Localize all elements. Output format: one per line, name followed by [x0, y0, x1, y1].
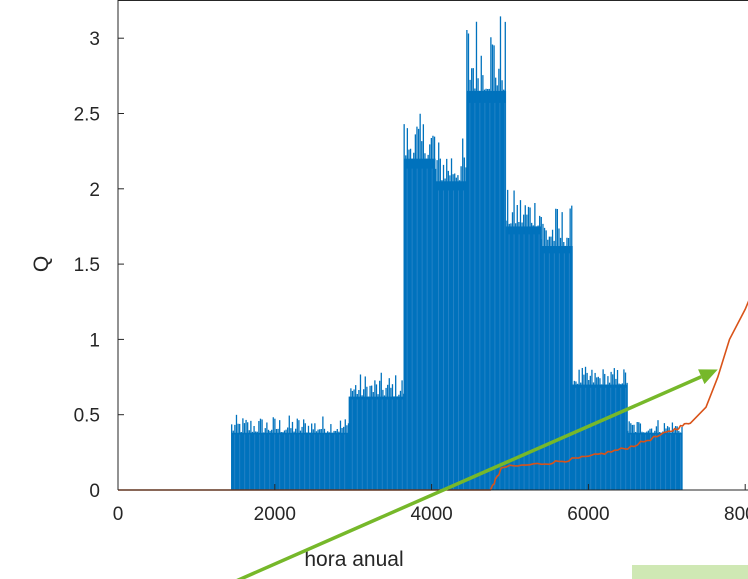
y-tick-label: 1.5	[74, 255, 100, 276]
y-tick-label: 2.5	[74, 105, 100, 126]
x-tick-label: 0	[113, 504, 124, 525]
y-tick-label: 2	[89, 180, 100, 201]
x-axis-label: hora anual	[304, 548, 403, 571]
highlight-box	[632, 565, 748, 579]
y-axis-label: Q	[30, 256, 53, 272]
x-tick-label: 2000	[254, 504, 296, 525]
arrow-head	[698, 369, 718, 385]
y-tick-label: 0.5	[74, 406, 100, 427]
y-tick-label: 3	[89, 29, 100, 50]
bar-series	[231, 16, 683, 490]
y-tick-label: 0	[89, 481, 100, 502]
y-tick-label: 1	[89, 330, 100, 351]
x-tick-label: 6000	[567, 504, 609, 525]
green-arrow	[236, 369, 718, 579]
arrow-shaft	[236, 375, 702, 579]
x-tick-label: 4000	[410, 504, 452, 525]
y-ticks: 0 0.5 1 1.5 2 2.5 3	[74, 29, 124, 502]
line-series-orange	[118, 300, 748, 491]
